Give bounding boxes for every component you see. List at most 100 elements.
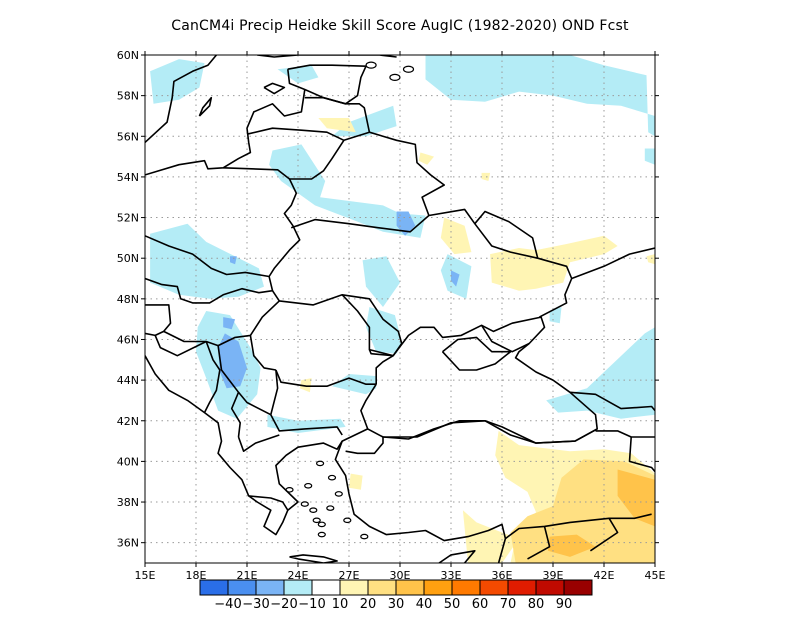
colorbar: −40 −30 −20 −10 10 20 30 40 50 60 70 80 90 — [199, 579, 593, 612]
skill-region-neg20 — [451, 270, 460, 287]
aegean-island — [327, 474, 337, 481]
aegean-island — [309, 507, 318, 513]
skill-region-neg10 — [150, 223, 264, 299]
lat-tick-label: 38N — [117, 496, 139, 509]
skill-region-pos10 — [418, 152, 434, 165]
coastline-segment — [145, 89, 306, 176]
aegean-island — [304, 482, 313, 489]
lon-tick-label: 39E — [543, 569, 564, 582]
skill-region-neg10 — [269, 144, 426, 238]
lon-tick-label: 24E — [288, 569, 309, 582]
coastline-segment — [198, 96, 213, 117]
coastline-segment — [263, 82, 286, 95]
lat-tick-label: 48N — [117, 293, 139, 306]
coastline-segment — [270, 369, 279, 415]
colorbar-swatch — [535, 579, 565, 596]
map-title: CanCM4i Precip Heidke Skill Score AugIC … — [171, 18, 629, 34]
coastline-segment — [571, 247, 655, 280]
lon-tick-label: 15E — [135, 569, 156, 582]
coastline-segment — [527, 526, 551, 560]
lon-tick-label: 42E — [594, 569, 615, 582]
colorbar-swatch — [563, 579, 593, 596]
coastline-segment — [145, 235, 274, 304]
colorbar-label: 70 — [500, 597, 517, 612]
coastline-segment — [145, 55, 218, 143]
coastline-segment — [474, 210, 539, 259]
coastline-segment — [249, 335, 277, 371]
lon-tick-label: 36E — [492, 569, 513, 582]
skill-region-neg10 — [150, 59, 205, 104]
coastline-segment — [248, 495, 289, 511]
colorbar-label: 40 — [416, 597, 433, 612]
skill-region-pos10 — [299, 378, 312, 393]
skill-region-neg10 — [366, 307, 402, 354]
skill-region-pos10 — [462, 510, 519, 563]
coastline-segment — [589, 517, 619, 552]
skill-region-pos10 — [349, 473, 363, 490]
colorbar-label: 60 — [472, 597, 489, 612]
coastline-segment — [480, 324, 530, 353]
coastline-segment — [287, 64, 367, 105]
coastline-segment — [230, 391, 241, 438]
coastline-segment — [145, 304, 172, 337]
skill-region-pos10 — [318, 118, 356, 133]
skill-region-pos10 — [646, 254, 655, 265]
colorbar-swatch — [507, 579, 537, 596]
lon-tick-label: 27E — [339, 569, 360, 582]
coastline-segment — [246, 127, 370, 142]
colorbar-label: 10 — [332, 597, 349, 612]
colorbar-swatch — [227, 579, 257, 596]
coastline-segment — [438, 550, 476, 563]
colorbar-label: 80 — [528, 597, 545, 612]
colorbar-label: −40 — [214, 597, 241, 612]
colorbar-swatch — [479, 579, 509, 596]
lat-tick-label: 46N — [117, 333, 139, 346]
lon-tick-label: 21E — [237, 569, 258, 582]
aegean-island — [360, 533, 369, 540]
colorbar-swatch — [423, 579, 453, 596]
lat-tick-label: 40N — [117, 455, 139, 468]
skill-region-neg10 — [362, 256, 400, 307]
coastline-segment — [270, 414, 343, 436]
colorbar-label: −20 — [270, 597, 297, 612]
lat-tick-label: 52N — [117, 212, 139, 225]
colorbar-swatch — [339, 579, 369, 596]
aegean-island — [312, 517, 321, 524]
coastline-segment — [345, 437, 384, 455]
skill-region-neg20 — [230, 256, 237, 265]
aegean-island — [285, 487, 294, 493]
lat-tick-label: 60N — [117, 49, 139, 62]
coastline-segment — [289, 554, 338, 563]
colorbar-swatch — [451, 579, 481, 596]
coastline-segment — [304, 96, 371, 133]
coastline-segment — [203, 341, 221, 413]
lon-tick-label: 18E — [186, 569, 207, 582]
colorbar-label: 30 — [388, 597, 405, 612]
aegean-island — [343, 517, 352, 524]
coastline-segment — [628, 436, 655, 473]
coastline-segment — [334, 440, 507, 563]
colorbar-swatch — [311, 579, 341, 596]
colorbar-label: 50 — [444, 597, 461, 612]
coastline-segment — [237, 434, 280, 452]
coastlines-and-borders — [145, 55, 655, 563]
lon-tick-label: 30E — [390, 569, 411, 582]
coastline-segment — [595, 430, 655, 438]
skill-region-pos30 — [617, 469, 655, 527]
colorbar-label: 90 — [556, 597, 573, 612]
skill-region-neg10 — [425, 55, 655, 137]
coastline-segment — [257, 55, 397, 58]
skill-region-neg10 — [644, 148, 655, 165]
aegean-island — [326, 505, 335, 511]
skill-region-pos30 — [547, 534, 596, 557]
skill-region-neg10 — [267, 414, 346, 433]
coastline-segment — [289, 139, 345, 180]
coastline-segment — [369, 131, 445, 216]
lat-tick-label: 54N — [117, 171, 139, 184]
colorbar-label: 20 — [360, 597, 377, 612]
coastline-segment — [163, 290, 281, 347]
lon-tick-label: 45E — [645, 569, 666, 582]
coastline-segment — [569, 391, 655, 412]
aegean-island — [317, 521, 326, 528]
